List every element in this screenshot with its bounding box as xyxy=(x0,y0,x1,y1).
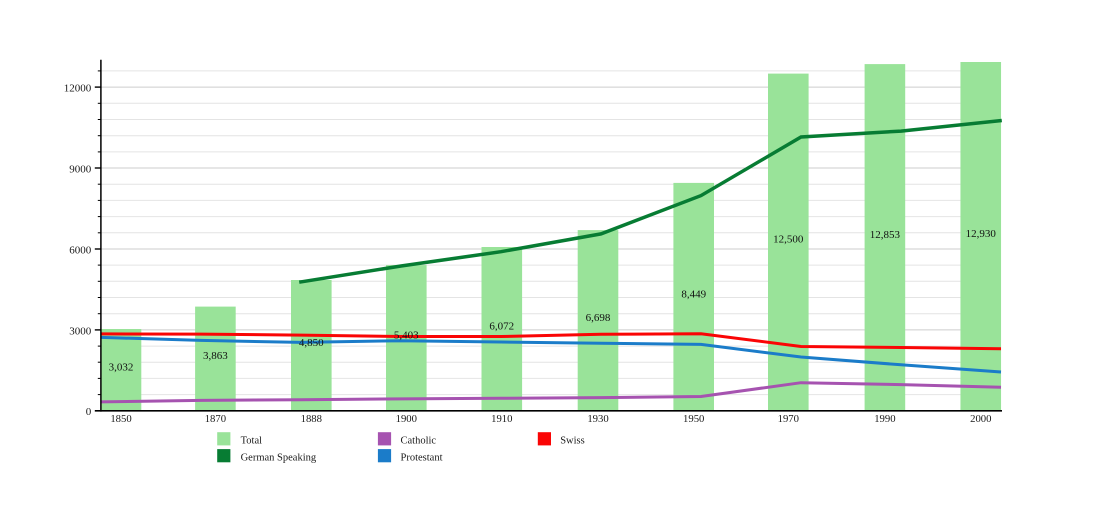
svg-text:1950: 1950 xyxy=(683,413,704,425)
svg-text:Swiss: Swiss xyxy=(560,435,585,446)
svg-text:2000: 2000 xyxy=(970,413,991,425)
svg-text:1850: 1850 xyxy=(110,413,131,425)
svg-text:Protestant: Protestant xyxy=(401,452,443,463)
svg-text:Total: Total xyxy=(241,435,263,446)
svg-text:1870: 1870 xyxy=(205,413,226,425)
svg-text:1910: 1910 xyxy=(491,413,512,425)
svg-text:9000: 9000 xyxy=(69,163,92,175)
svg-text:1990: 1990 xyxy=(874,413,895,425)
svg-text:3000: 3000 xyxy=(69,325,92,337)
svg-text:German Speaking: German Speaking xyxy=(241,452,317,463)
svg-text:3,032: 3,032 xyxy=(109,361,134,373)
svg-text:8,449: 8,449 xyxy=(681,288,706,300)
svg-text:0: 0 xyxy=(86,406,92,418)
svg-text:12,500: 12,500 xyxy=(773,234,804,246)
svg-text:12,853: 12,853 xyxy=(870,229,901,241)
svg-text:12000: 12000 xyxy=(64,83,92,95)
svg-text:6,072: 6,072 xyxy=(489,320,514,332)
svg-text:4,850: 4,850 xyxy=(299,337,324,349)
svg-text:6,698: 6,698 xyxy=(586,312,611,324)
svg-text:1970: 1970 xyxy=(778,413,799,425)
svg-text:1900: 1900 xyxy=(396,413,417,425)
svg-text:12,930: 12,930 xyxy=(966,228,997,240)
svg-text:1930: 1930 xyxy=(587,413,608,425)
svg-text:5,403: 5,403 xyxy=(394,329,419,341)
svg-text:3,863: 3,863 xyxy=(203,350,228,362)
svg-text:6000: 6000 xyxy=(69,244,92,256)
svg-text:Catholic: Catholic xyxy=(401,435,437,446)
svg-text:1888: 1888 xyxy=(301,413,322,425)
